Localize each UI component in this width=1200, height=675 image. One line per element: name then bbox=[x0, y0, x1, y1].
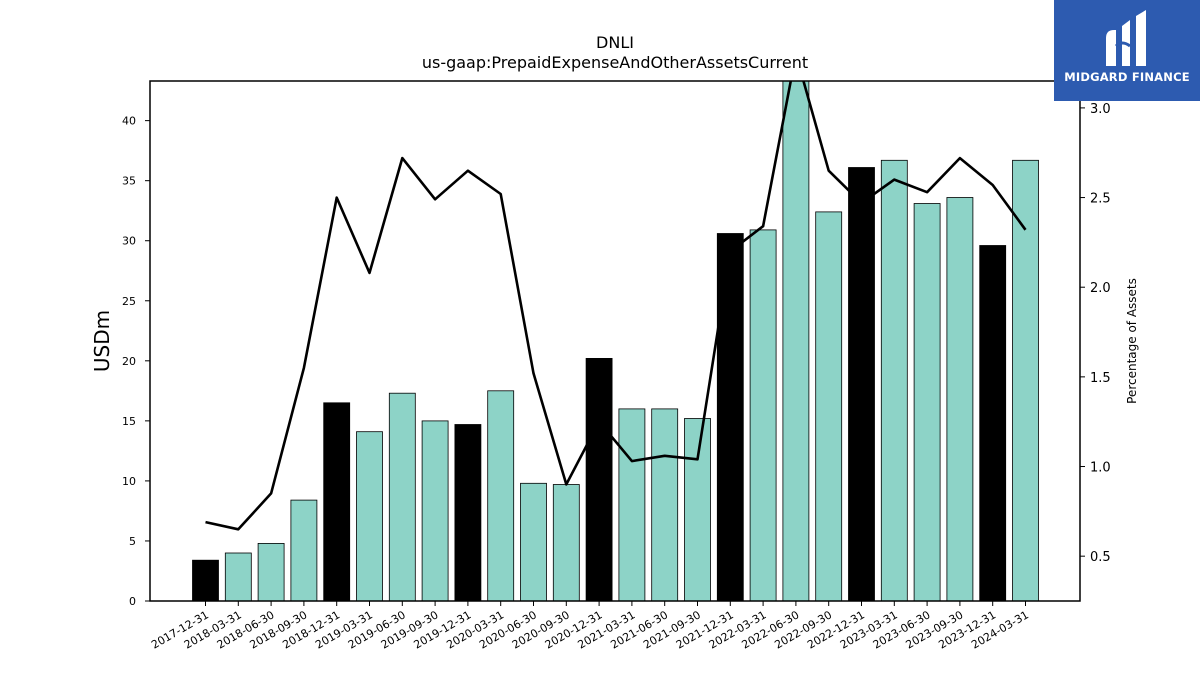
logo-mark-icon bbox=[1106, 10, 1146, 66]
bar-2020-09-30 bbox=[552, 484, 580, 601]
bar-2019-09-30 bbox=[421, 420, 449, 601]
chart-subtitle: us-gaap:PrepaidExpenseAndOtherAssetsCurr… bbox=[422, 53, 808, 72]
series-line bbox=[205, 81, 1027, 531]
y-axis-label: USDm bbox=[90, 310, 114, 372]
brand-logo: MIDGARD FINANCE bbox=[1054, 0, 1200, 101]
y2-axis-label: Percentage of Assets bbox=[1125, 278, 1139, 404]
y-tick-label: 15 bbox=[122, 415, 136, 428]
y2-tick-label: 1.0 bbox=[1090, 461, 1111, 476]
chart-title: DNLI bbox=[596, 33, 634, 52]
plot-frame bbox=[149, 80, 1081, 602]
bar-2021-03-31 bbox=[618, 408, 646, 601]
y-tick-label: 30 bbox=[122, 235, 136, 248]
bar-2019-12-31 bbox=[454, 424, 482, 601]
bar-2020-06-30 bbox=[520, 482, 547, 601]
bar-2023-09-30 bbox=[946, 197, 974, 601]
bar-2020-03-31 bbox=[487, 390, 515, 601]
bar-2019-03-31 bbox=[356, 431, 383, 601]
y-tick-label: 35 bbox=[122, 175, 136, 188]
bar-2018-06-30 bbox=[257, 543, 285, 601]
line-group bbox=[205, 81, 1027, 531]
bar-2022-12-31 bbox=[848, 167, 875, 601]
y-tick-label: 0 bbox=[129, 595, 136, 608]
bar-2017-12-31 bbox=[192, 559, 219, 601]
y-tick-label: 20 bbox=[122, 355, 136, 368]
bar-2023-06-30 bbox=[913, 203, 941, 601]
logo-text: MIDGARD FINANCE bbox=[1064, 70, 1190, 84]
bar-2019-06-30 bbox=[388, 392, 416, 601]
y2-tick-label: 2.0 bbox=[1090, 281, 1111, 296]
y-tick-label: 5 bbox=[129, 535, 136, 548]
bar-2022-06-30 bbox=[782, 81, 810, 601]
bars-group bbox=[192, 81, 1039, 601]
bar-2022-03-31 bbox=[749, 229, 777, 601]
bar-2024-03-31 bbox=[1012, 159, 1039, 601]
bar-2021-06-30 bbox=[651, 408, 679, 601]
y2-tick-label: 0.5 bbox=[1090, 550, 1111, 565]
bar-2023-12-31 bbox=[979, 245, 1007, 601]
bar-2020-12-31 bbox=[585, 357, 613, 601]
y-tick-label: 25 bbox=[122, 295, 136, 308]
bar-2021-12-31 bbox=[716, 233, 744, 601]
bar-2023-03-31 bbox=[880, 159, 908, 601]
bar-2021-09-30 bbox=[684, 418, 711, 601]
y2-tick-label: 3.0 bbox=[1090, 102, 1111, 117]
bar-2018-03-31 bbox=[224, 552, 252, 601]
bar-2018-12-31 bbox=[323, 402, 351, 601]
y-tick-label: 40 bbox=[122, 115, 136, 128]
y2-tick-label: 1.5 bbox=[1090, 371, 1111, 386]
bar-2018-09-30 bbox=[290, 499, 318, 601]
y2-tick-label: 2.5 bbox=[1090, 192, 1111, 207]
bar-2022-09-30 bbox=[815, 211, 843, 601]
y-tick-label: 10 bbox=[122, 475, 136, 488]
